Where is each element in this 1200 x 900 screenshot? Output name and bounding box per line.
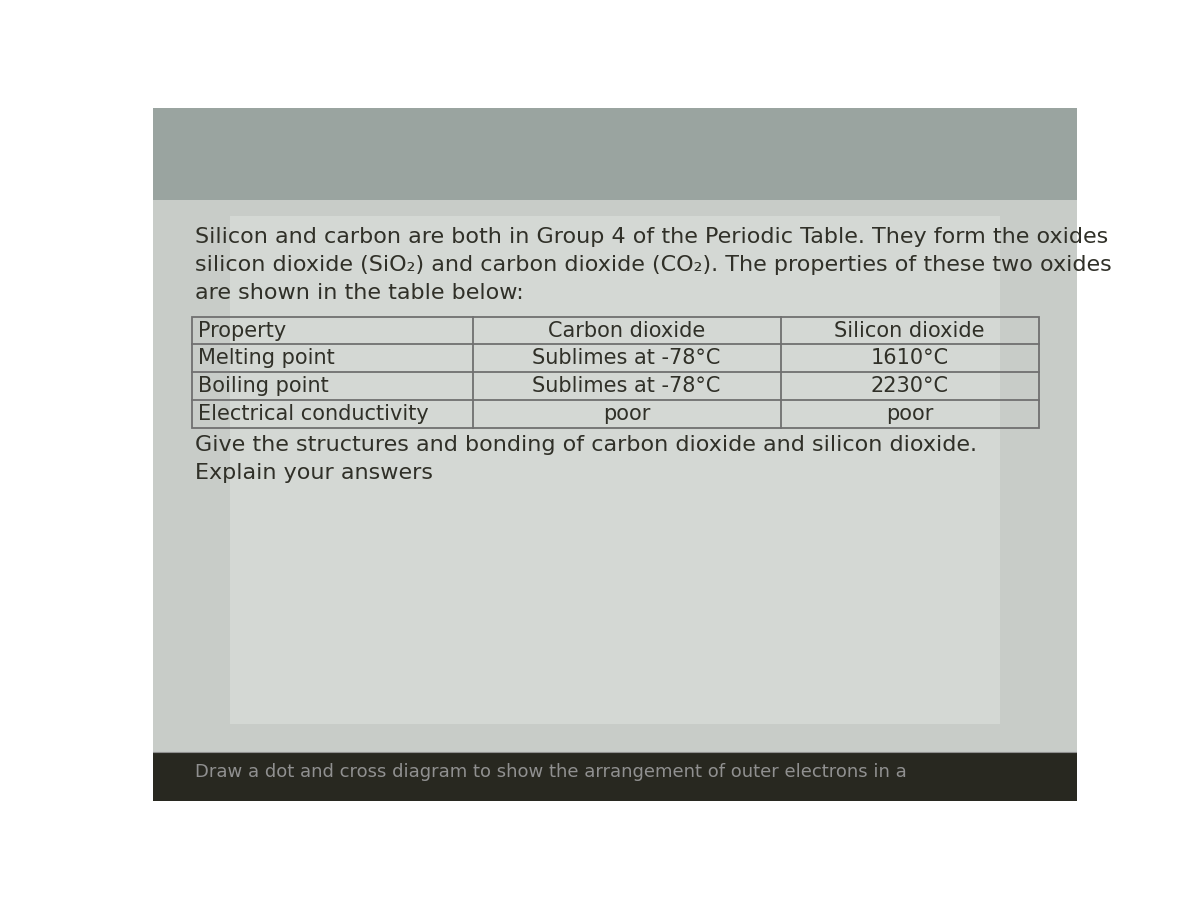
Text: Explain your answers: Explain your answers: [196, 463, 433, 483]
Bar: [154, 753, 1078, 801]
Text: Silicon and carbon are both in Group 4 of the Periodic Table. They form the oxid: Silicon and carbon are both in Group 4 o…: [196, 228, 1109, 248]
Text: Give the structures and bonding of carbon dioxide and silicon dioxide.: Give the structures and bonding of carbo…: [196, 436, 977, 455]
Text: Carbon dioxide: Carbon dioxide: [548, 320, 706, 340]
Text: Boiling point: Boiling point: [198, 376, 329, 396]
Text: Sublimes at -78°C: Sublimes at -78°C: [533, 348, 721, 368]
Text: Melting point: Melting point: [198, 348, 335, 368]
Bar: [154, 201, 1078, 755]
Text: 1610°C: 1610°C: [870, 348, 948, 368]
Text: Electrical conductivity: Electrical conductivity: [198, 404, 428, 424]
Bar: [192, 317, 1038, 427]
Text: silicon dioxide (SiO₂) and carbon dioxide (CO₂). The properties of these two oxi: silicon dioxide (SiO₂) and carbon dioxid…: [196, 255, 1112, 275]
Text: poor: poor: [602, 404, 650, 424]
Text: poor: poor: [886, 404, 934, 424]
Bar: [154, 108, 1078, 223]
Text: Silicon dioxide: Silicon dioxide: [834, 320, 985, 340]
Text: Property: Property: [198, 320, 286, 340]
Text: 2230°C: 2230°C: [870, 376, 948, 396]
Text: Draw a dot and cross diagram to show the arrangement of outer electrons in a: Draw a dot and cross diagram to show the…: [196, 762, 907, 780]
Text: are shown in the table below:: are shown in the table below:: [196, 283, 524, 302]
Bar: [230, 216, 1000, 724]
Text: Sublimes at -78°C: Sublimes at -78°C: [533, 376, 721, 396]
